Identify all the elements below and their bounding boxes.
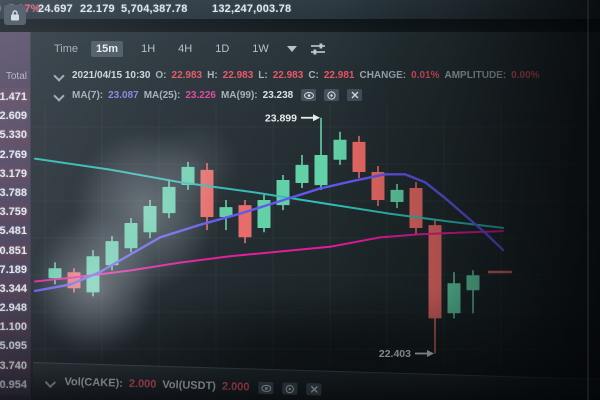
- change-label: CHANGE:: [359, 69, 407, 81]
- change-value: 0.01%: [411, 69, 440, 81]
- ma25-label: MA(25):: [143, 89, 181, 101]
- circle-icon: [285, 384, 295, 393]
- close-button[interactable]: [306, 383, 322, 396]
- candle-datetime: 2021/04/15 10:30: [72, 69, 151, 81]
- candle-body: [409, 188, 423, 228]
- circle-icon: [327, 90, 336, 100]
- ticker-volume: 5,704,387.78: [121, 3, 188, 15]
- candle-body: [162, 186, 176, 214]
- order-book-row[interactable]: 3.179: [0, 164, 30, 184]
- annotation-price-label: 23.899: [265, 112, 297, 124]
- candle-body: [295, 164, 309, 183]
- eye-button[interactable]: [301, 89, 317, 101]
- ma99-value: 23.238: [262, 89, 294, 101]
- annotation-arrowhead: [313, 114, 320, 122]
- close-button[interactable]: [347, 89, 363, 101]
- candle-body: [390, 189, 404, 202]
- candle-body: [143, 206, 157, 233]
- annotation-arrowhead: [427, 349, 434, 357]
- open-label: O:: [155, 69, 167, 81]
- order-book-row[interactable]: 2.609: [0, 107, 30, 127]
- candle-body: [447, 283, 461, 314]
- interval-button-4h[interactable]: 4H: [178, 43, 193, 55]
- interval-button-15m[interactable]: 15m: [91, 41, 124, 57]
- close-value: 22.981: [323, 69, 355, 81]
- candle-body: [48, 268, 62, 279]
- sliders-icon[interactable]: [310, 42, 326, 56]
- eye-button[interactable]: [258, 381, 274, 395]
- order-book-row[interactable]: 2.948: [0, 299, 30, 319]
- close-icon: [310, 385, 318, 393]
- interval-button-1w[interactable]: 1W: [252, 43, 269, 55]
- candle-body: [466, 275, 480, 291]
- vol-cake-label: Vol(CAKE):: [64, 375, 124, 390]
- ma-readout-row: MA(7): 23.087 MA(25): 23.226 MA(99): 23.…: [55, 88, 363, 102]
- close-icon: [351, 91, 359, 99]
- order-book-row[interactable]: 1.471: [0, 88, 30, 108]
- candle-body: [352, 141, 366, 172]
- vol-cake-value: 2.000: [128, 377, 157, 391]
- low-value: 22.983: [272, 69, 304, 81]
- chevron-down-icon[interactable]: [46, 377, 55, 386]
- eye-icon: [260, 384, 271, 392]
- candle-body: [314, 155, 328, 186]
- order-book-row[interactable]: 3.740: [0, 356, 30, 376]
- eye-icon: [303, 91, 314, 99]
- chevron-down-icon[interactable]: [55, 71, 64, 80]
- lock-button[interactable]: [4, 5, 26, 25]
- ma25-value: 23.226: [185, 89, 216, 101]
- time-label: Time: [54, 43, 79, 55]
- close-label: C:: [308, 69, 319, 81]
- ma99-label: MA(99):: [220, 89, 258, 101]
- vol-usdt-label: Vol(USDT): [162, 378, 217, 393]
- amplitude-label: AMPLITUDE:: [444, 69, 507, 81]
- order-book-row[interactable]: 7.189: [0, 260, 30, 280]
- lock-icon: [11, 9, 19, 20]
- vol-usdt-value: 2.000: [221, 380, 250, 394]
- ohlc-readout-row: 2021/04/15 10:30 O: 22.983 H: 22.983 L: …: [55, 68, 540, 82]
- ticker-value: 24.697: [38, 3, 73, 15]
- order-book-row[interactable]: 5.095: [0, 337, 30, 357]
- order-book-strip: Total 1.471 2.609 5.330 2.769 3.179 3.78…: [0, 32, 30, 400]
- ticker-value: 22.179: [80, 3, 115, 15]
- order-book-row[interactable]: 3.344: [0, 279, 30, 300]
- candle-body: [124, 223, 138, 249]
- order-book-row[interactable]: 3.788: [0, 183, 30, 204]
- amplitude-value: 0.00%: [511, 69, 540, 81]
- topbar-divider: [0, 19, 600, 32]
- chevron-down-icon[interactable]: [55, 91, 64, 100]
- order-book-total-header: Total: [5, 71, 27, 82]
- order-book-row[interactable]: 5.481: [0, 222, 30, 242]
- annotation-price-label: 22.403: [379, 348, 411, 360]
- interval-button-1h[interactable]: 1H: [141, 43, 156, 55]
- circle-button[interactable]: [324, 89, 340, 101]
- ma7-value: 23.087: [108, 89, 139, 101]
- interval-toolbar: Time 15m 1H 4H 1D 1W: [54, 38, 326, 60]
- ticker-quote-volume: 132,247,003.78: [212, 3, 292, 15]
- order-book-row[interactable]: 2.769: [0, 145, 30, 165]
- open-value: 22.983: [171, 69, 203, 81]
- order-book-row[interactable]: 1.100: [0, 318, 30, 338]
- order-book-row[interactable]: 0.954: [0, 375, 30, 395]
- interval-button-1d[interactable]: 1D: [215, 43, 230, 55]
- chevron-down-icon[interactable]: [286, 46, 297, 52]
- candlestick-chart[interactable]: 23.899 22.403: [30, 105, 600, 365]
- high-value: 22.983: [222, 69, 254, 81]
- candle-body: [333, 139, 347, 160]
- candle-body: [428, 225, 442, 319]
- order-book-row[interactable]: 0.851: [0, 241, 30, 261]
- ma7-label: MA(7):: [72, 89, 104, 101]
- high-label: H:: [207, 69, 218, 81]
- order-book-rows: 1.471 2.609 5.330 2.769 3.179 3.788 3.75…: [0, 88, 30, 395]
- candle-body: [200, 169, 214, 217]
- low-label: L:: [258, 69, 268, 81]
- order-book-row[interactable]: 3.759: [0, 203, 30, 223]
- ticker-bar: 0 -5.97% 24.697 22.179 5,704,387.78 132,…: [0, 0, 600, 20]
- circle-button[interactable]: [282, 382, 298, 395]
- chart-canvas[interactable]: 23.899 22.403: [30, 105, 600, 365]
- order-book-row[interactable]: 5.330: [0, 126, 30, 146]
